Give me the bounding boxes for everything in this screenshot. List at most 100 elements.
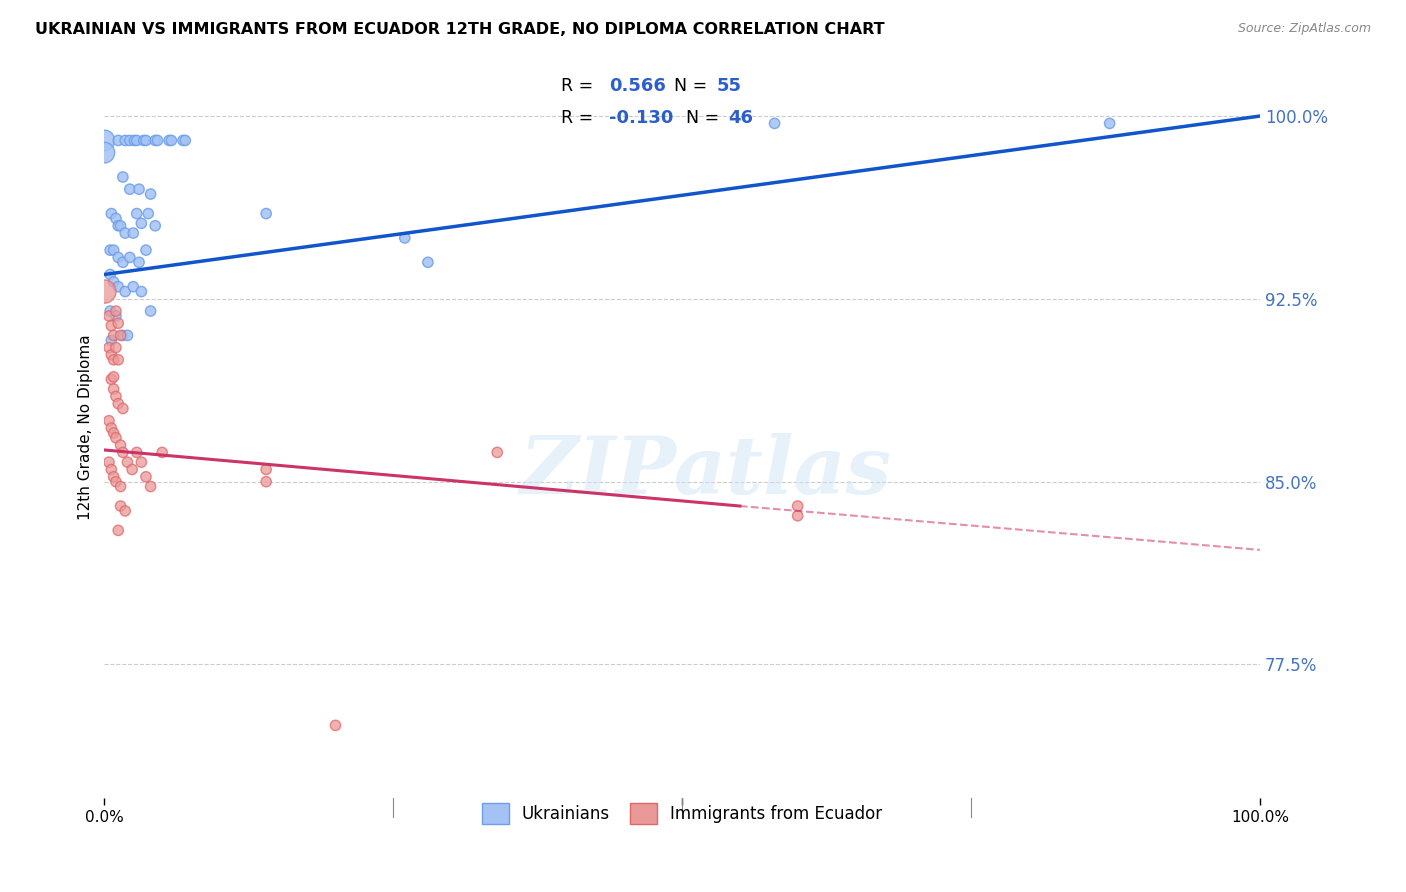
Point xyxy=(125,206,148,220)
Point xyxy=(100,206,122,220)
Point xyxy=(103,243,125,257)
Legend: Ukrainians, Immigrants from Ecuador: Ukrainians, Immigrants from Ecuador xyxy=(475,797,889,831)
Point xyxy=(98,341,121,355)
Point xyxy=(103,425,125,440)
Point xyxy=(122,226,145,240)
Point xyxy=(131,216,153,230)
Y-axis label: 12th Grade, No Diploma: 12th Grade, No Diploma xyxy=(79,334,93,520)
Point xyxy=(104,431,127,445)
Point xyxy=(110,479,132,493)
Text: 46: 46 xyxy=(728,109,754,127)
Point xyxy=(157,133,180,147)
Text: -0.130: -0.130 xyxy=(609,109,673,127)
Point xyxy=(118,182,141,196)
Point xyxy=(110,328,132,343)
Point xyxy=(132,133,155,147)
Point xyxy=(117,328,139,343)
Point xyxy=(416,255,439,269)
Point xyxy=(98,414,121,428)
Point xyxy=(110,438,132,452)
Point xyxy=(104,304,127,318)
Point xyxy=(114,226,136,240)
Point xyxy=(100,318,122,333)
Point xyxy=(1098,116,1121,130)
Point xyxy=(100,372,122,386)
Point xyxy=(143,133,166,147)
Point xyxy=(124,133,146,147)
Point xyxy=(135,243,157,257)
Point xyxy=(786,508,808,523)
Text: N =: N = xyxy=(673,78,713,95)
Point xyxy=(394,231,416,245)
Point xyxy=(107,219,129,233)
Point xyxy=(103,352,125,367)
Point xyxy=(122,279,145,293)
Point xyxy=(114,285,136,299)
Point xyxy=(325,718,347,732)
Point xyxy=(107,316,129,330)
Point xyxy=(150,445,173,459)
Point xyxy=(111,328,134,343)
Point xyxy=(139,479,162,493)
Text: N =: N = xyxy=(686,109,724,127)
Text: 55: 55 xyxy=(717,78,742,95)
Point xyxy=(125,445,148,459)
Point xyxy=(125,133,148,147)
Point xyxy=(107,251,129,265)
Point xyxy=(111,255,134,269)
Point xyxy=(104,475,127,489)
Point xyxy=(98,268,121,282)
Point xyxy=(100,421,122,435)
Point xyxy=(98,304,121,318)
Point xyxy=(107,524,129,538)
Point xyxy=(763,116,786,130)
Point xyxy=(100,348,122,362)
Point xyxy=(174,133,197,147)
Point xyxy=(146,133,169,147)
Text: R =: R = xyxy=(561,78,599,95)
Point xyxy=(93,145,115,160)
Point xyxy=(131,455,153,469)
Point xyxy=(104,389,127,403)
Point xyxy=(143,219,166,233)
Point xyxy=(110,219,132,233)
Point xyxy=(100,462,122,476)
Point xyxy=(172,133,194,147)
Point xyxy=(160,133,183,147)
Point xyxy=(103,328,125,343)
Text: R =: R = xyxy=(561,109,599,127)
Point xyxy=(104,309,127,323)
Point xyxy=(118,133,141,147)
Point xyxy=(254,475,277,489)
Text: Source: ZipAtlas.com: Source: ZipAtlas.com xyxy=(1237,22,1371,36)
Point xyxy=(107,133,129,147)
Point xyxy=(136,206,159,220)
Point xyxy=(254,462,277,476)
Point xyxy=(786,499,808,513)
Text: ZIPatlas: ZIPatlas xyxy=(519,433,891,510)
Point xyxy=(131,285,153,299)
Point xyxy=(98,243,121,257)
Point xyxy=(111,445,134,459)
Point xyxy=(139,187,162,202)
Point xyxy=(103,275,125,289)
Point xyxy=(107,279,129,293)
Point xyxy=(110,499,132,513)
Point xyxy=(103,382,125,396)
Text: 0.566: 0.566 xyxy=(609,78,666,95)
Point xyxy=(117,455,139,469)
Point xyxy=(135,470,157,484)
Point xyxy=(93,133,115,147)
Point xyxy=(107,352,129,367)
Point xyxy=(107,397,129,411)
Point xyxy=(93,285,115,299)
Text: UKRAINIAN VS IMMIGRANTS FROM ECUADOR 12TH GRADE, NO DIPLOMA CORRELATION CHART: UKRAINIAN VS IMMIGRANTS FROM ECUADOR 12T… xyxy=(35,22,884,37)
Point xyxy=(104,341,127,355)
Point xyxy=(104,211,127,226)
Point xyxy=(111,401,134,416)
Point xyxy=(139,304,162,318)
Point xyxy=(114,133,136,147)
Point xyxy=(98,455,121,469)
Point xyxy=(118,251,141,265)
Point xyxy=(98,309,121,323)
